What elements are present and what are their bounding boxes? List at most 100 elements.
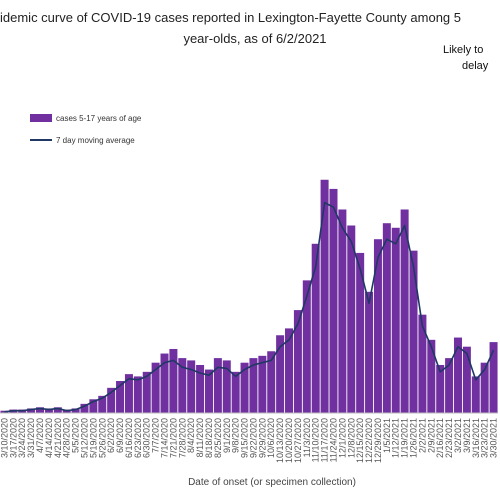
chart-title: idemic curve of COVID-19 cases reported … bbox=[0, 10, 461, 25]
x-tick-label: 9/1/2020 bbox=[222, 418, 232, 453]
x-tick-label: 4/14/2020 bbox=[44, 418, 54, 458]
bar bbox=[98, 395, 107, 413]
bar bbox=[356, 252, 365, 413]
x-tick-label: 11/17/2020 bbox=[320, 418, 330, 462]
x-tick-label: 10/27/2020 bbox=[293, 418, 303, 463]
x-axis-title: Date of onset (or specimen collection) bbox=[188, 477, 356, 488]
bar bbox=[338, 209, 347, 413]
x-tick-label: 5/5/2020 bbox=[71, 418, 81, 453]
bar bbox=[89, 399, 98, 413]
bar bbox=[178, 358, 187, 413]
x-tick-label: 7/14/2020 bbox=[160, 418, 170, 458]
bar bbox=[142, 371, 151, 413]
legend-label: 7 day moving average bbox=[56, 136, 135, 145]
x-tick-label: 10/13/2020 bbox=[275, 418, 285, 463]
bar bbox=[133, 376, 142, 413]
bar bbox=[213, 358, 222, 413]
bar bbox=[311, 243, 320, 413]
bar bbox=[400, 209, 409, 413]
x-tick-label: 1/26/2021 bbox=[409, 418, 419, 458]
x-tick-label: 12/15/2020 bbox=[355, 418, 365, 463]
bar bbox=[80, 403, 89, 413]
bar bbox=[53, 407, 62, 413]
bar bbox=[418, 314, 427, 413]
bar bbox=[445, 358, 454, 413]
bar bbox=[382, 223, 391, 413]
bar bbox=[124, 374, 133, 413]
x-tick-label: 11/24/2020 bbox=[328, 418, 338, 462]
bar bbox=[258, 355, 267, 413]
bar bbox=[204, 369, 213, 413]
bar bbox=[196, 364, 205, 413]
bar bbox=[151, 362, 160, 413]
bar bbox=[409, 250, 418, 413]
bar bbox=[71, 408, 80, 413]
x-tick-label: 11/10/2020 bbox=[311, 418, 321, 462]
bar bbox=[169, 348, 178, 413]
x-tick-label: 3/23/2021 bbox=[480, 418, 490, 458]
bar bbox=[0, 410, 9, 413]
x-tick-label: 3/10/2020 bbox=[0, 418, 9, 458]
x-tick-label: 10/20/2020 bbox=[284, 418, 294, 463]
bar bbox=[267, 351, 276, 413]
x-tick-label: 3/31/2020 bbox=[26, 418, 36, 458]
bar bbox=[329, 188, 338, 413]
x-tick-label: 4/7/2020 bbox=[35, 418, 45, 453]
x-tick-label: 1/12/2021 bbox=[391, 418, 401, 458]
bar bbox=[347, 225, 356, 413]
x-tick-label: 12/29/2020 bbox=[373, 418, 383, 463]
moving-average-line bbox=[4, 201, 495, 413]
x-tick-label: 6/30/2020 bbox=[142, 418, 152, 458]
x-tick-label: 8/4/2020 bbox=[186, 418, 196, 453]
x-tick-label: 8/25/2020 bbox=[213, 418, 223, 458]
bar bbox=[276, 335, 285, 413]
bar bbox=[462, 346, 471, 413]
x-tick-label: 9/29/2020 bbox=[257, 418, 267, 458]
bar bbox=[222, 360, 231, 413]
bar bbox=[320, 179, 329, 413]
x-tick-label: 9/22/2020 bbox=[248, 418, 258, 458]
x-tick-label: 3/16/2021 bbox=[471, 418, 481, 458]
x-tick-label: 7/21/2020 bbox=[168, 418, 178, 458]
x-tick-label: 7/7/2020 bbox=[151, 418, 161, 453]
x-tick-label: 10/6/2020 bbox=[266, 418, 276, 458]
x-tick-label: 1/19/2021 bbox=[400, 418, 410, 458]
bar bbox=[249, 358, 258, 413]
bar bbox=[36, 407, 45, 413]
bar bbox=[453, 337, 462, 413]
x-tick-label: 6/23/2020 bbox=[133, 418, 143, 458]
bar bbox=[160, 353, 169, 413]
bar bbox=[285, 328, 294, 413]
bar bbox=[231, 371, 240, 413]
bar bbox=[373, 239, 382, 413]
bar bbox=[27, 408, 36, 413]
x-tick-label: 8/11/2020 bbox=[195, 418, 205, 457]
x-tick-label: 3/2/2021 bbox=[453, 418, 463, 453]
bar bbox=[116, 380, 125, 413]
bar bbox=[44, 408, 53, 413]
chart-title: year-olds, as of 6/2/2021 bbox=[183, 31, 326, 46]
annotation: Likely to bbox=[443, 44, 483, 56]
x-tick-label: 3/30/2021 bbox=[489, 418, 499, 458]
x-tick-label: 2/2/2021 bbox=[417, 418, 427, 453]
legend-swatch bbox=[30, 114, 52, 122]
bar bbox=[187, 360, 196, 413]
x-tick-label: 5/26/2020 bbox=[97, 418, 107, 458]
x-tick-label: 11/3/2020 bbox=[302, 418, 312, 457]
x-tick-label: 9/8/2020 bbox=[231, 418, 241, 453]
x-tick-label: 4/21/2020 bbox=[53, 418, 63, 458]
x-tick-label: 3/9/2021 bbox=[462, 418, 472, 453]
x-tick-label: 6/9/2020 bbox=[115, 418, 125, 453]
bar bbox=[302, 280, 311, 413]
bar bbox=[471, 376, 480, 413]
bar bbox=[391, 227, 400, 413]
legend-label: cases 5-17 years of age bbox=[56, 114, 142, 123]
x-tick-label: 3/24/2020 bbox=[17, 418, 27, 458]
bar bbox=[365, 291, 374, 413]
x-tick-label: 4/28/2020 bbox=[62, 418, 72, 458]
x-tick-label: 2/23/2021 bbox=[444, 418, 454, 458]
x-tick-label: 6/2/2020 bbox=[106, 418, 116, 453]
bar bbox=[480, 362, 489, 413]
bar bbox=[489, 342, 498, 413]
